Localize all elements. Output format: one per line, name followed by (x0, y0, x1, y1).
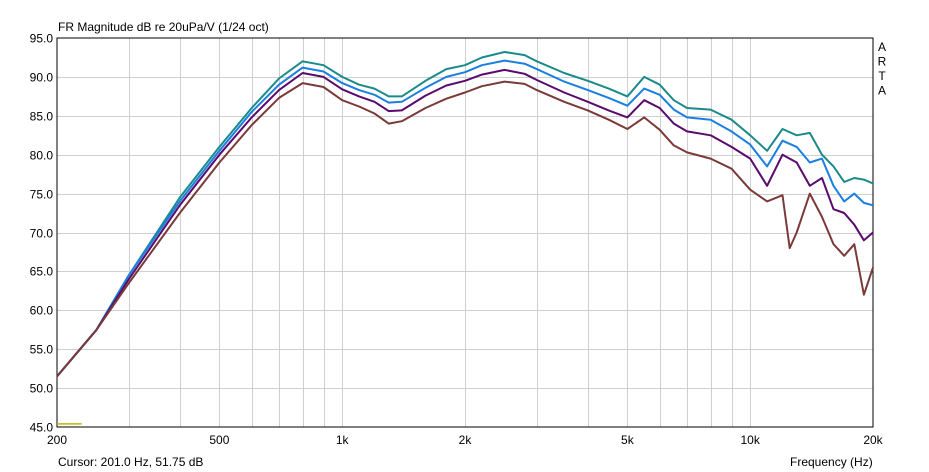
chart-title: FR Magnitude dB re 20uPa/V (1/24 oct) (58, 20, 269, 34)
y-tick-label: 50.0 (30, 382, 54, 396)
cursor-readout: Cursor: 201.0 Hz, 51.75 dB (58, 455, 204, 469)
y-tick-label: 75.0 (30, 188, 54, 202)
y-axis: 45.0 50.0 55.0 60.0 65.0 70.0 75.0 80.0 85.0 90.0… (30, 32, 54, 435)
series-line-4 (56, 80, 874, 378)
y-tick-label: 65.0 (30, 265, 54, 279)
y-tick-label: 90.0 (30, 71, 54, 85)
y-tick-label: 60.0 (30, 304, 54, 318)
watermark-letter: R (878, 55, 887, 69)
x-tick-label: 500 (209, 433, 229, 447)
y-tick-label: 55.0 (30, 343, 54, 357)
series-line-3 (56, 68, 874, 378)
x-tick-label: 200 (47, 433, 67, 447)
x-tick-label: 2k (459, 433, 473, 447)
watermark-letter: A (878, 40, 886, 54)
series-group (56, 51, 874, 378)
series-line-2 (56, 59, 874, 378)
x-tick-label: 5k (621, 433, 635, 447)
watermark-letter: T (878, 69, 886, 83)
series-line-1 (56, 51, 874, 378)
y-tick-label: 70.0 (30, 227, 54, 241)
grid (57, 38, 873, 427)
x-tick-label: 10k (741, 433, 761, 447)
x-tick-label: 1k (336, 433, 350, 447)
x-tick-label: 20k (863, 433, 883, 447)
y-tick-label: 80.0 (30, 149, 54, 163)
x-axis: 200 500 1k 2k 5k 10k 20k (47, 433, 884, 447)
y-tick-label: 45.0 (30, 421, 54, 435)
x-axis-label: Frequency (Hz) (790, 455, 873, 469)
y-tick-label: 85.0 (30, 110, 54, 124)
watermark-letter: A (878, 84, 886, 98)
y-tick-label: 95.0 (30, 32, 54, 46)
